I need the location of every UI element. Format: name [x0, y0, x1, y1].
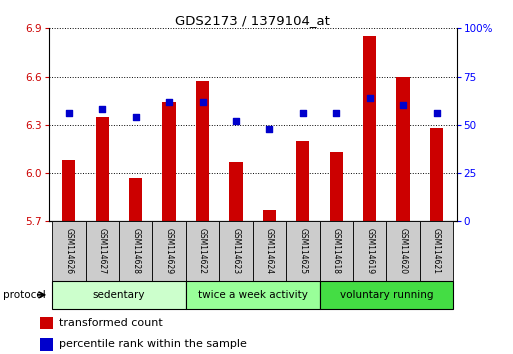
Point	[265, 126, 273, 131]
Bar	[86, 221, 119, 281]
Bar	[320, 221, 353, 281]
Bar	[186, 221, 219, 281]
Text: GSM114621: GSM114621	[432, 228, 441, 274]
Bar	[252, 221, 286, 281]
Text: GSM114620: GSM114620	[399, 228, 408, 274]
Bar	[163, 102, 176, 221]
Point	[131, 114, 140, 120]
Bar	[62, 160, 75, 221]
Point	[165, 99, 173, 104]
Text: GSM114629: GSM114629	[165, 228, 173, 274]
Bar	[229, 162, 243, 221]
Bar	[320, 281, 453, 309]
Bar	[420, 221, 453, 281]
Text: voluntary running: voluntary running	[340, 290, 433, 300]
Bar	[119, 221, 152, 281]
Point	[299, 110, 307, 116]
Point	[366, 95, 374, 101]
Bar	[353, 221, 386, 281]
Text: protocol: protocol	[3, 290, 45, 300]
Bar	[186, 281, 320, 309]
Point	[65, 110, 73, 116]
Bar	[52, 221, 86, 281]
Point	[199, 99, 207, 104]
Bar	[152, 221, 186, 281]
Point	[332, 110, 340, 116]
Bar	[286, 221, 320, 281]
Bar	[296, 141, 309, 221]
Point	[232, 118, 240, 124]
Point	[98, 107, 106, 112]
Bar	[397, 76, 410, 221]
Bar	[386, 221, 420, 281]
Bar	[40, 316, 53, 329]
Text: percentile rank within the sample: percentile rank within the sample	[59, 339, 247, 349]
Text: GSM114623: GSM114623	[231, 228, 241, 274]
Text: GSM114626: GSM114626	[64, 228, 73, 274]
Bar	[263, 210, 276, 221]
Point	[399, 103, 407, 108]
Text: twice a week activity: twice a week activity	[198, 290, 308, 300]
Bar	[219, 221, 252, 281]
Text: GSM114622: GSM114622	[198, 228, 207, 274]
Text: transformed count: transformed count	[59, 318, 163, 328]
Bar	[129, 178, 142, 221]
Point	[432, 110, 441, 116]
Bar	[95, 117, 109, 221]
Text: GSM114625: GSM114625	[298, 228, 307, 274]
Text: GSM114624: GSM114624	[265, 228, 274, 274]
Text: sedentary: sedentary	[93, 290, 145, 300]
Bar	[196, 81, 209, 221]
Bar	[430, 128, 443, 221]
Title: GDS2173 / 1379104_at: GDS2173 / 1379104_at	[175, 14, 330, 27]
Bar	[329, 152, 343, 221]
Text: GSM114627: GSM114627	[97, 228, 107, 274]
Bar	[52, 281, 186, 309]
Text: GSM114619: GSM114619	[365, 228, 374, 274]
Text: GSM114618: GSM114618	[332, 228, 341, 274]
Text: GSM114628: GSM114628	[131, 228, 140, 274]
Bar	[40, 338, 53, 350]
Bar	[363, 36, 377, 221]
